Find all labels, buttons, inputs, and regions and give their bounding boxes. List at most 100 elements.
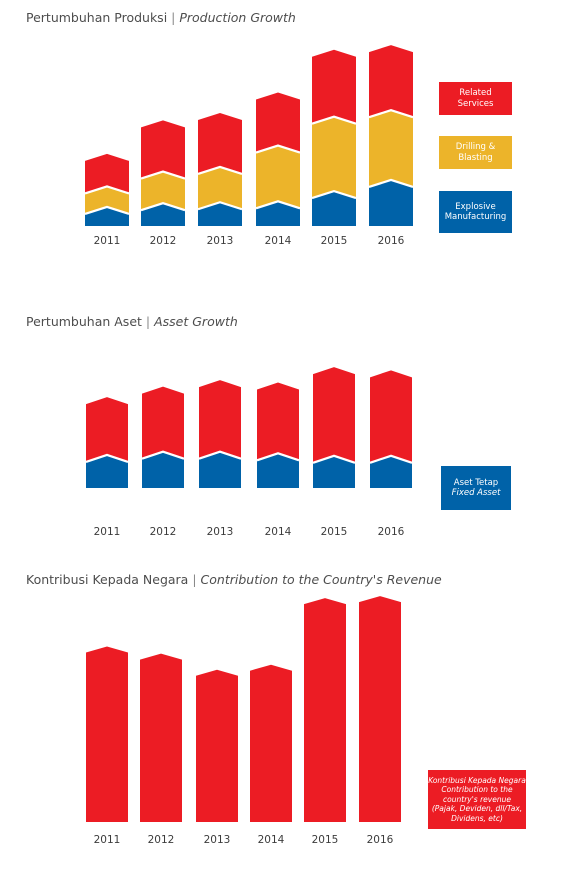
- legend-text-line: country's revenue: [443, 794, 511, 804]
- bar-production-2015-s1: [312, 116, 356, 199]
- legend-fixed-asset: Aset Tetap Fixed Asset: [441, 466, 511, 510]
- bar-production-2014-s0: [256, 201, 300, 226]
- legend-text-line: Fixed Asset: [451, 488, 501, 498]
- legend-text-line: Kontribusi Kepada Negara: [428, 775, 526, 785]
- tick-label-production-2013: 2013: [207, 235, 234, 247]
- contribution-title-id: Kontribusi Kepada Negara: [26, 572, 189, 587]
- bar-separator-assets-2012: [141, 450, 185, 460]
- bar-separator-production-2012: [140, 170, 186, 180]
- asset-growth-chart: 2011 2012 2013 2014 2015 2016: [85, 367, 413, 538]
- title-separator: |: [192, 572, 197, 587]
- legend-drilling-blasting: Drilling & Blasting: [439, 136, 512, 169]
- bar-production-2013-s0: [198, 202, 242, 226]
- bar-production-2011-s1: [85, 186, 129, 214]
- production-title-en: Production Growth: [179, 10, 296, 25]
- bar-separator-production-2011: [84, 205, 130, 215]
- bar-contribution-2013-s0: [196, 669, 238, 822]
- bar-assets-2015-s1: [313, 367, 355, 463]
- legend-text-line: Blasting: [458, 152, 493, 163]
- bar-production-2014-s2: [256, 92, 300, 153]
- tick-label-contribution-2016: 2016: [367, 834, 394, 846]
- tick-label-production-2011: 2011: [94, 235, 121, 247]
- bar-assets-2011-s1: [86, 397, 128, 462]
- bar-contribution-2012-s0: [140, 653, 182, 822]
- bar-separator-production-2014: [255, 144, 301, 154]
- bar-separator-production-2015: [311, 189, 357, 200]
- bar-production-2016-s2: [369, 45, 413, 118]
- bar-production-2014-s1: [256, 145, 300, 209]
- bar-separator-production-2012: [140, 202, 186, 212]
- production-growth-chart: 2011 2012 2013 2014 2015 2016: [84, 45, 414, 247]
- bar-production-2016-s0: [369, 179, 413, 226]
- bar-separator-production-2013: [197, 201, 243, 211]
- legend-explosive-manufacturing: Explosive Manufacturing: [439, 191, 512, 233]
- bar-assets-2014-s1: [257, 382, 299, 461]
- bar-assets-2014-s0: [257, 453, 299, 488]
- tick-label-contribution-2011: 2011: [94, 834, 121, 846]
- tick-label-contribution-2012: 2012: [148, 834, 175, 846]
- legend-text-line: Aset Tetap: [453, 477, 499, 488]
- bar-production-2015-s0: [312, 191, 356, 226]
- title-separator: |: [145, 314, 151, 329]
- title-separator: |: [171, 10, 176, 25]
- bar-separator-assets-2011: [85, 453, 129, 464]
- legend-text-line: Manufacturing: [444, 212, 507, 222]
- tick-label-assets-2011: 2011: [94, 526, 121, 538]
- bar-assets-2012-s1: [142, 386, 184, 459]
- bar-assets-2015-s0: [313, 455, 355, 488]
- tick-label-production-2014: 2014: [265, 235, 292, 247]
- bar-production-2016-s1: [369, 110, 413, 187]
- bar-separator-assets-2013: [198, 450, 242, 460]
- legend-text-line: Explosive: [455, 201, 496, 212]
- bar-assets-2011-s0: [86, 454, 128, 488]
- bar-separator-production-2016: [368, 109, 414, 119]
- legend-text-line: Related: [459, 88, 492, 98]
- bar-separator-production-2015: [311, 115, 357, 125]
- asset-title-en: Asset Growth: [154, 314, 238, 329]
- tick-label-contribution-2015: 2015: [312, 834, 339, 846]
- legend-related-services: Related Services: [439, 82, 512, 115]
- bar-separator-production-2013: [197, 165, 243, 175]
- bar-separator-production-2011: [84, 185, 130, 195]
- bar-contribution-2015-s0: [304, 598, 346, 822]
- bar-assets-2016-s0: [370, 455, 412, 488]
- bar-separator-assets-2014: [256, 452, 300, 462]
- asset-title-id: Pertumbuhan Aset: [26, 314, 142, 329]
- bar-contribution-2011-s0: [86, 646, 128, 822]
- bar-production-2015-s2: [312, 49, 356, 124]
- bar-production-2012-s2: [141, 120, 185, 179]
- bar-assets-2016-s1: [370, 370, 412, 463]
- bar-separator-production-2016: [368, 178, 414, 188]
- tick-label-assets-2016: 2016: [378, 526, 405, 538]
- tick-label-assets-2012: 2012: [150, 526, 177, 538]
- bar-separator-production-2014: [255, 200, 301, 210]
- production-chart-title: Pertumbuhan Produksi | Production Growth: [26, 10, 296, 25]
- legend-country-contribution: Kontribusi Kepada Negara Contribution to …: [428, 770, 526, 829]
- bar-assets-2013-s0: [199, 451, 241, 488]
- tick-label-contribution-2013: 2013: [204, 834, 231, 846]
- tick-label-production-2012: 2012: [150, 235, 177, 247]
- tick-label-assets-2015: 2015: [321, 526, 348, 538]
- bar-assets-2012-s0: [142, 451, 184, 488]
- contribution-title-en: Contribution to the Country's Revenue: [200, 572, 442, 587]
- production-title-id: Pertumbuhan Produksi: [26, 10, 168, 25]
- bar-contribution-2016-s0: [359, 596, 401, 822]
- tick-label-production-2015: 2015: [321, 235, 348, 247]
- legend-text-line: Contribution to the: [441, 785, 513, 795]
- tick-label-assets-2013: 2013: [207, 526, 234, 538]
- tick-label-production-2016: 2016: [378, 235, 405, 247]
- bar-production-2012-s1: [141, 171, 185, 211]
- bar-production-2011-s0: [85, 206, 129, 226]
- bar-production-2011-s2: [85, 153, 129, 194]
- legend-text-line: Dividens, etc): [451, 813, 503, 823]
- contribution-chart-title: Kontribusi Kepada Negara | Contribution …: [26, 572, 442, 587]
- bar-production-2013-s2: [198, 112, 242, 174]
- bar-separator-assets-2015: [312, 454, 356, 464]
- legend-text-line: Services: [457, 98, 494, 109]
- bar-contribution-2014-s0: [250, 664, 292, 822]
- bar-production-2013-s1: [198, 166, 242, 210]
- tick-label-contribution-2014: 2014: [258, 834, 285, 846]
- asset-chart-title: Pertumbuhan Aset | Asset Growth: [26, 314, 238, 329]
- legend-text-line: (Pajak, Deviden, dll/Tax,: [431, 804, 523, 814]
